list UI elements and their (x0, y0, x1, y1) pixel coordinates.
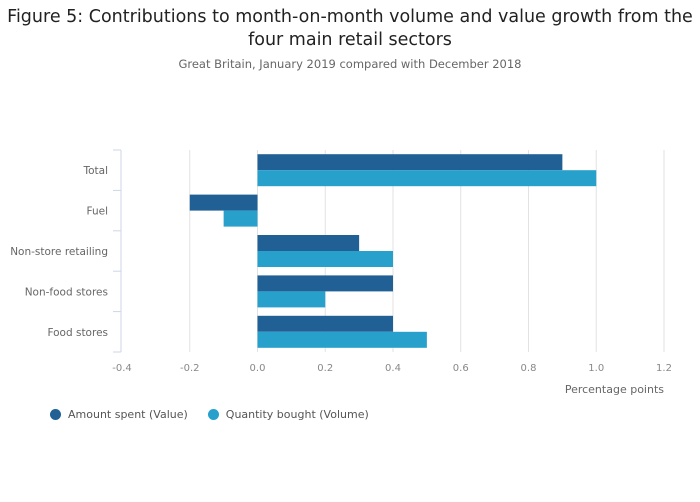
chart-title: Figure 5: Contributions to month-on-mont… (7, 7, 693, 50)
legend-marker-value (50, 409, 61, 420)
legend: Amount spent (Value) Quantity bought (Vo… (50, 408, 369, 421)
x-tick-label: 0.2 (317, 363, 333, 374)
category-label: Food stores (47, 327, 108, 339)
bar-volume (257, 251, 393, 267)
legend-item-value[interactable]: Amount spent (Value) (50, 408, 188, 421)
bar-value (257, 315, 393, 332)
x-tick-label: 0.4 (385, 363, 401, 374)
category-label: Non-store retailing (10, 246, 108, 258)
x-tick-label: 1.0 (588, 363, 604, 374)
bar-value (257, 235, 360, 251)
category-label: Non-food stores (25, 286, 108, 298)
bar-volume (257, 331, 427, 348)
category-label: Fuel (87, 206, 109, 218)
x-tick-label: -0.4 (112, 363, 132, 374)
legend-label-value: Amount spent (Value) (68, 408, 188, 421)
bar-volume (223, 210, 258, 227)
bar-volume (257, 291, 326, 308)
x-tick-label: 0.8 (521, 363, 537, 374)
x-tick-label: 1.2 (656, 363, 672, 374)
x-tick-label: 0.6 (453, 363, 469, 374)
x-axis-label: Percentage points (565, 383, 664, 396)
bar-value (189, 194, 258, 211)
bar-value (257, 154, 563, 171)
bar-volume (257, 170, 597, 187)
legend-label-volume: Quantity bought (Volume) (225, 408, 369, 421)
x-tick-label: 0.0 (250, 363, 266, 374)
chart-subtitle: Great Britain, January 2019 compared wit… (178, 57, 522, 71)
x-tick-label: -0.2 (180, 363, 200, 374)
category-label: Total (82, 165, 108, 177)
legend-marker-volume (207, 409, 219, 420)
legend-item-volume[interactable]: Quantity bought (Volume) (207, 408, 369, 421)
bar-value (257, 275, 393, 292)
